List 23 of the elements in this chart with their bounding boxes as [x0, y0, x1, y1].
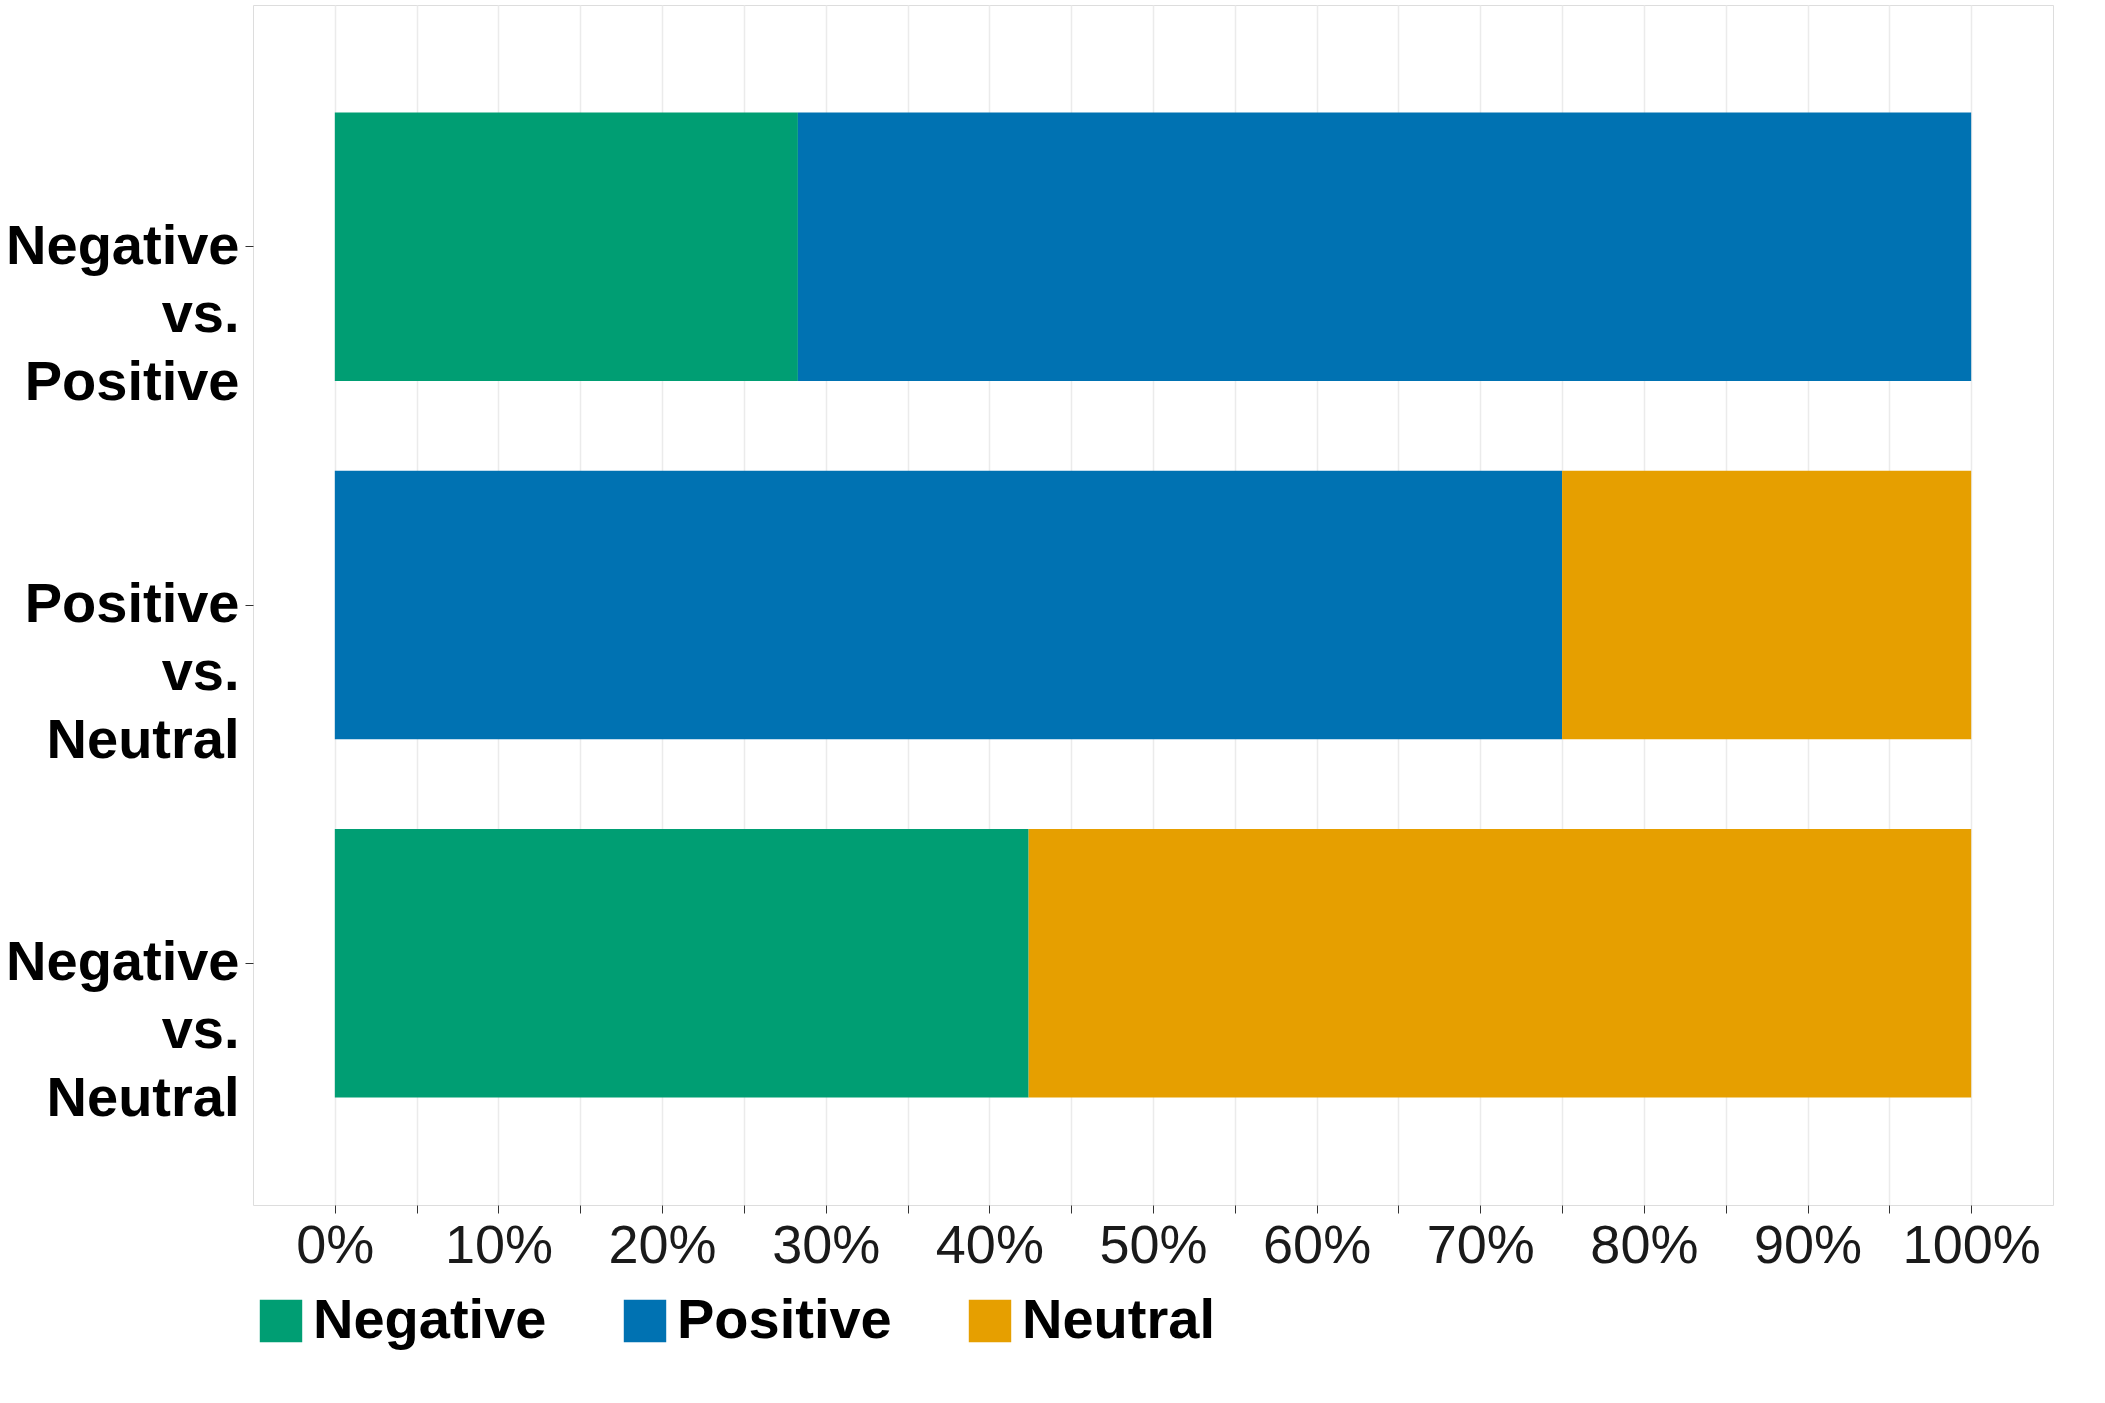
legend-label: Negative: [313, 1287, 547, 1350]
x-tick-label: 80%: [1590, 1213, 1699, 1274]
bar: [334, 470, 1563, 740]
x-tick-label: 40%: [935, 1213, 1044, 1274]
bar: [1028, 828, 1972, 1098]
x-tick-label: 30%: [772, 1213, 881, 1274]
x-tick-label: 10%: [444, 1213, 553, 1274]
bar: [1562, 470, 1972, 740]
y-tick-label: Negative vs. Positive: [6, 212, 240, 412]
y-tick-label: Positive vs. Neutral: [24, 571, 240, 770]
x-tick-label: 0%: [296, 1213, 375, 1274]
legend-label: Positive: [677, 1287, 892, 1350]
bar: [797, 112, 1972, 382]
x-tick-label: 60%: [1263, 1213, 1372, 1274]
x-tick-label: 90%: [1754, 1213, 1863, 1274]
legend-label: Neutral: [1022, 1287, 1215, 1350]
x-tick-label: 100%: [1902, 1213, 2041, 1274]
x-tick-label: 70%: [1426, 1213, 1535, 1274]
y-tick-label: Negative vs. Neutral: [6, 929, 240, 1129]
x-tick-label: 20%: [608, 1213, 717, 1274]
bar: [334, 828, 1029, 1098]
x-tick-label: 50%: [1099, 1213, 1208, 1274]
bar: [334, 112, 798, 382]
